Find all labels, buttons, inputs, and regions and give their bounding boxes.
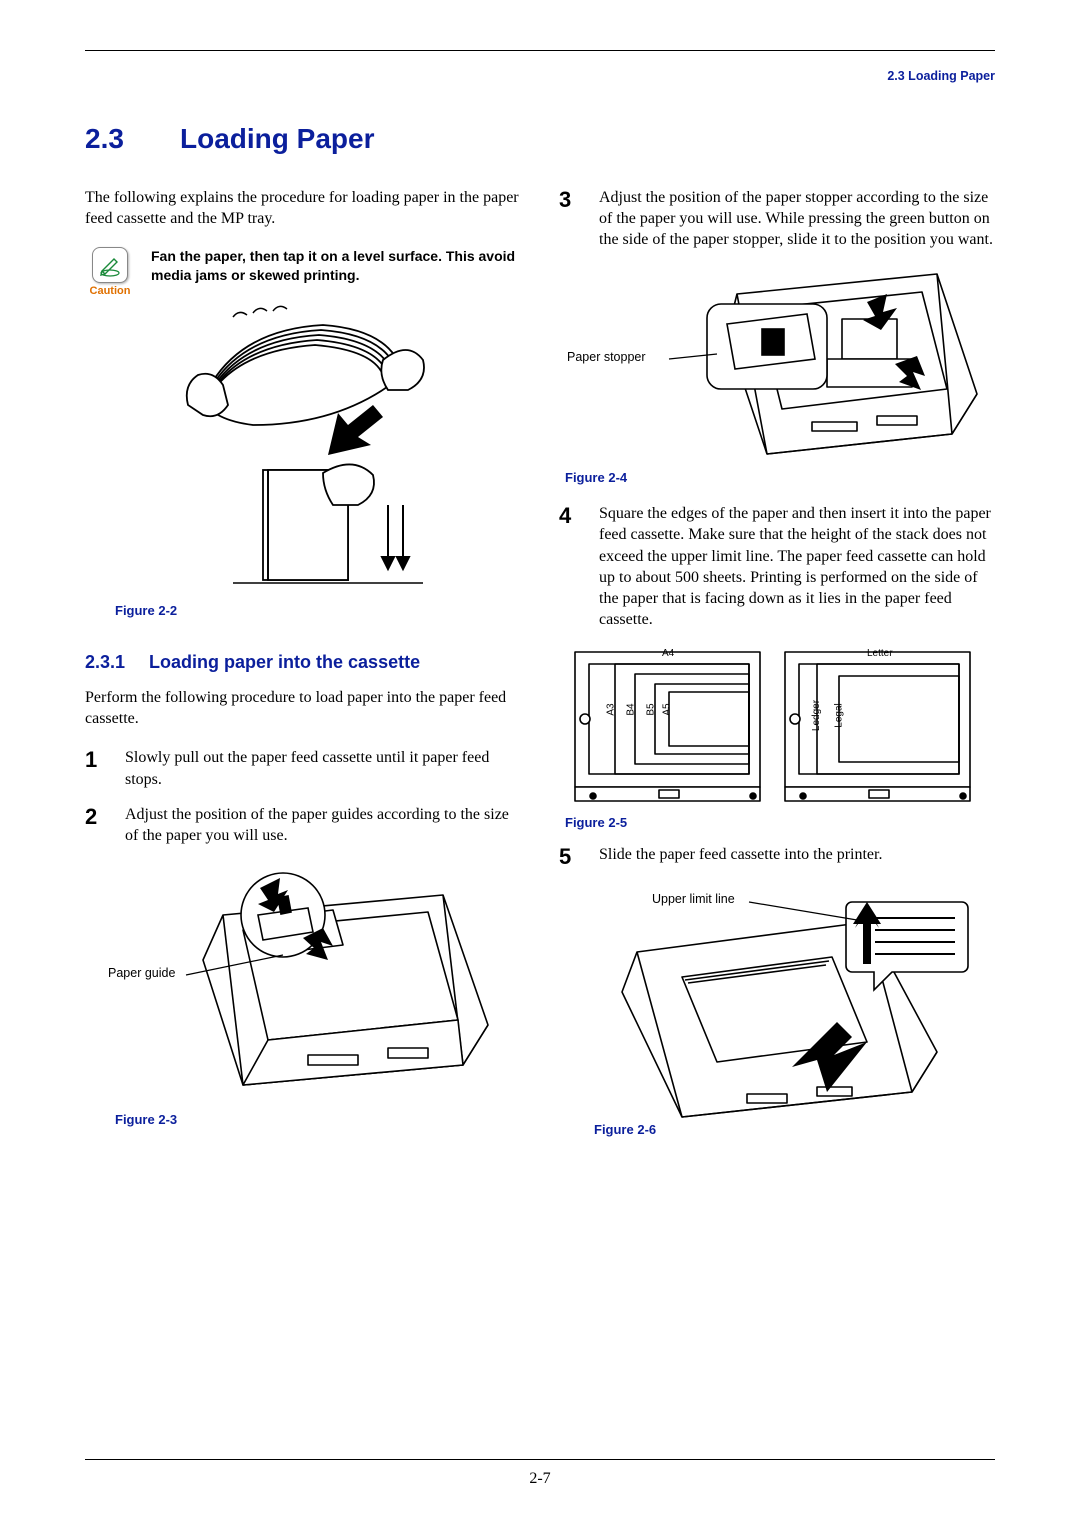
figure-2-5: A4 A3 B4 B5 A5 Letter Ledger Legal: [567, 644, 987, 809]
figure-2-2: [85, 305, 521, 595]
figure-2-3: Paper guide: [108, 860, 498, 1110]
bottom-rule: [85, 1459, 995, 1460]
section-title: Loading Paper: [180, 123, 374, 155]
figure-2-2-caption: Figure 2-2: [115, 603, 521, 618]
caution-text: Fan the paper, then tap it on a level su…: [151, 247, 521, 297]
paper-guide-illustration: [108, 860, 498, 1110]
caution-icon: [92, 247, 128, 283]
step-4: 4 Square the edges of the paper and then…: [559, 503, 995, 630]
caution-icon-box: Caution: [85, 247, 135, 297]
page: 2.3 Loading Paper 2.3 Loading Paper The …: [0, 0, 1080, 1528]
step-5-text: Slide the paper feed cassette into the p…: [599, 844, 882, 868]
subsection-heading: 2.3.1 Loading paper into the cassette: [85, 652, 521, 673]
section-intro: The following explains the procedure for…: [85, 187, 521, 229]
slide-cassette-illustration: [567, 882, 987, 1122]
figure-2-4-caption: Figure 2-4: [565, 470, 995, 485]
step-5-number: 5: [559, 844, 587, 868]
section-number: 2.3: [85, 123, 140, 155]
figure-2-3-caption: Figure 2-3: [115, 1112, 521, 1127]
label-b5: B5: [646, 703, 657, 715]
step-2-text: Adjust the position of the paper guides …: [125, 804, 521, 846]
upper-limit-callout: Upper limit line: [652, 892, 735, 906]
footer: 2-7: [85, 1459, 995, 1488]
step-5: 5 Slide the paper feed cassette into the…: [559, 844, 995, 868]
two-column-layout: The following explains the procedure for…: [85, 187, 995, 1159]
caution-label: Caution: [85, 285, 135, 297]
left-column: The following explains the procedure for…: [85, 187, 521, 1159]
figure-2-4: Paper stopper: [567, 264, 987, 464]
label-a4: A4: [662, 648, 674, 659]
pencil-icon: [98, 253, 122, 277]
subsection-intro: Perform the following procedure to load …: [85, 687, 521, 729]
step-1-number: 1: [85, 747, 113, 789]
step-2: 2 Adjust the position of the paper guide…: [85, 804, 521, 846]
section-heading: 2.3 Loading Paper: [85, 123, 995, 155]
step-1-text: Slowly pull out the paper feed cassette …: [125, 747, 521, 789]
step-2-number: 2: [85, 804, 113, 846]
label-legal: Legal: [834, 703, 845, 727]
page-number: 2-7: [85, 1470, 995, 1488]
step-3-number: 3: [559, 187, 587, 250]
right-column: 3 Adjust the position of the paper stopp…: [559, 187, 995, 1159]
label-ledger: Ledger: [811, 700, 822, 731]
top-rule: [85, 50, 995, 51]
step-4-number: 4: [559, 503, 587, 630]
figure-2-6-caption: Figure 2-6: [594, 1122, 995, 1137]
step-4-text: Square the edges of the paper and then i…: [599, 503, 995, 630]
step-3: 3 Adjust the position of the paper stopp…: [559, 187, 995, 250]
subsection-number: 2.3.1: [85, 652, 125, 673]
label-a5: A5: [662, 703, 673, 715]
label-a3: A3: [606, 703, 617, 715]
paper-stopper-callout: Paper stopper: [567, 350, 646, 364]
caution-block: Caution Fan the paper, then tap it on a …: [85, 247, 521, 297]
paper-stopper-illustration: [567, 264, 987, 464]
step-3-text: Adjust the position of the paper stopper…: [599, 187, 995, 250]
header-breadcrumb: 2.3 Loading Paper: [85, 69, 995, 83]
subsection-title: Loading paper into the cassette: [149, 652, 420, 673]
paper-guide-callout: Paper guide: [108, 966, 175, 980]
label-b4: B4: [626, 703, 637, 715]
step-1: 1 Slowly pull out the paper feed cassett…: [85, 747, 521, 789]
label-letter: Letter: [867, 648, 893, 659]
cassette-top-view-illustration: [567, 644, 987, 809]
figure-2-6: Upper limit line: [567, 882, 987, 1122]
figure-2-5-caption: Figure 2-5: [565, 815, 995, 830]
fan-paper-illustration: [173, 305, 433, 595]
